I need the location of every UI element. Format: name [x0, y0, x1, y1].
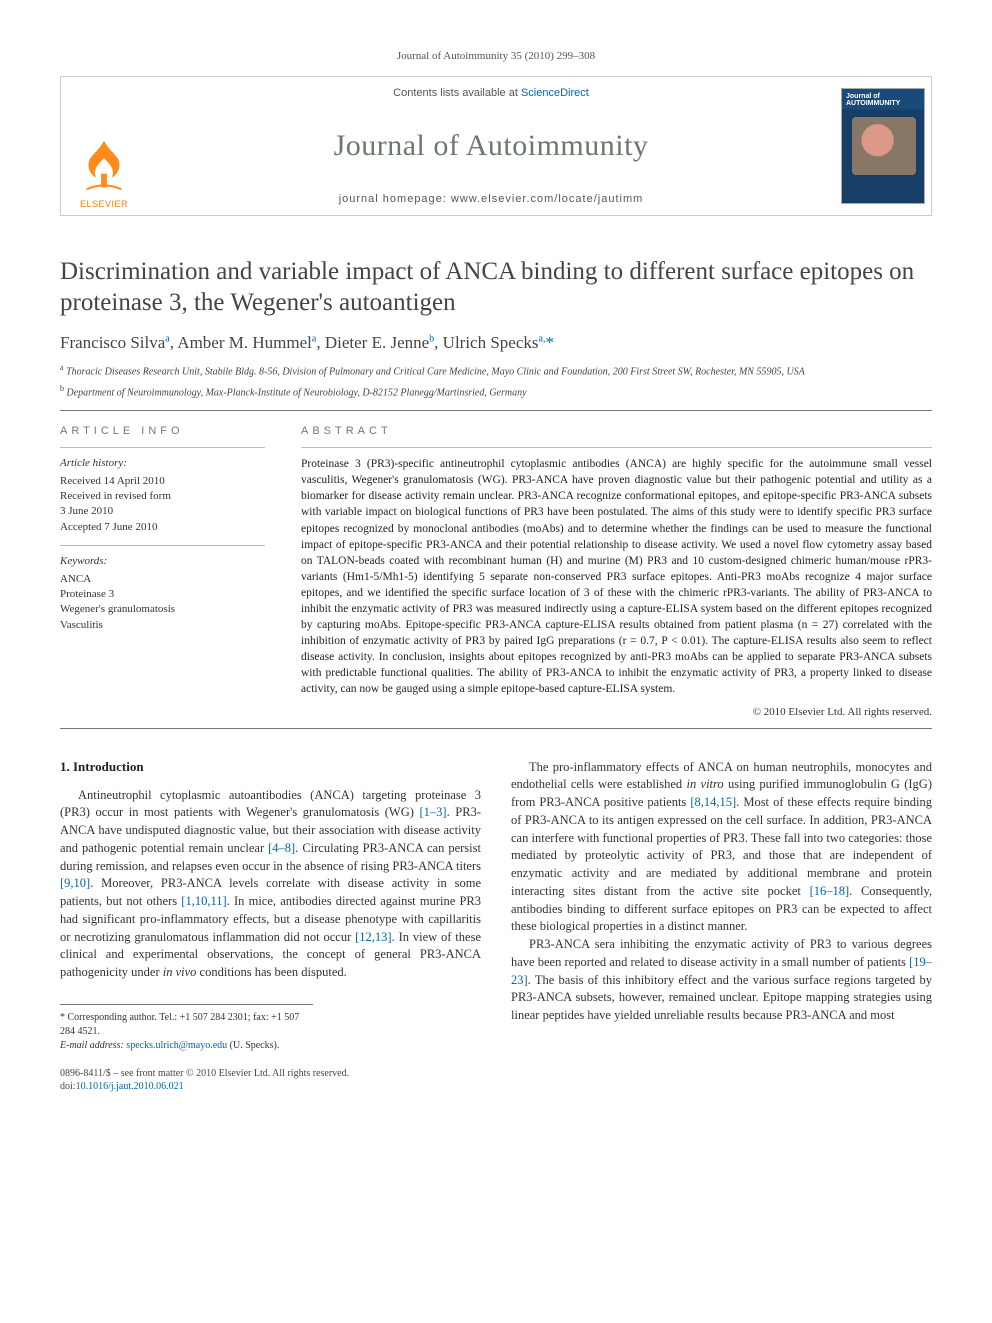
- body-right-column: The pro-inflammatory effects of ANCA on …: [511, 759, 932, 1094]
- affiliation-a: a Thoracic Diseases Research Unit, Stabi…: [60, 363, 932, 379]
- contents-prefix: Contents lists available at: [393, 87, 521, 99]
- article-info-column: ARTICLE INFO Article history: Received 1…: [60, 425, 265, 717]
- intro-paragraph-1: Antineutrophil cytoplasmic autoantibodie…: [60, 787, 481, 982]
- aff-text: Department of Neuroimmunology, Max-Planc…: [67, 388, 527, 399]
- intro-paragraph-3: PR3-ANCA sera inhibiting the enzymatic a…: [511, 936, 932, 1025]
- body-columns: 1. Introduction Antineutrophil cytoplasm…: [60, 759, 932, 1094]
- author-list: Francisco Silvaa, Amber M. Hummela, Diet…: [60, 333, 932, 353]
- corresponding-author-block: * Corresponding author. Tel.: +1 507 284…: [60, 1004, 313, 1053]
- cover-thumb-wrap: Journal of AUTOIMMUNITY: [835, 77, 931, 215]
- aff-text: Thoracic Diseases Research Unit, Stabile…: [66, 366, 805, 377]
- journal-masthead: ELSEVIER Contents lists available at Sci…: [60, 76, 932, 216]
- corresponding-line: * Corresponding author. Tel.: +1 507 284…: [60, 1011, 313, 1039]
- journal-homepage[interactable]: journal homepage: www.elsevier.com/locat…: [339, 193, 644, 205]
- history-label: Article history:: [60, 456, 265, 471]
- history-line: Received in revised form: [60, 489, 265, 504]
- cover-title: Journal of AUTOIMMUNITY: [846, 93, 920, 107]
- journal-name: Journal of Autoimmunity: [334, 129, 649, 163]
- abstract-column: ABSTRACT Proteinase 3 (PR3)-specific ant…: [301, 425, 932, 717]
- rule: [60, 410, 932, 411]
- rule: [60, 728, 932, 729]
- journal-cover-thumb: Journal of AUTOIMMUNITY: [841, 88, 925, 204]
- doi-prefix: doi:: [60, 1081, 76, 1092]
- rule: [60, 447, 265, 448]
- history-line: Received 14 April 2010: [60, 474, 265, 489]
- cover-art-icon: [852, 117, 916, 175]
- rule: [301, 447, 932, 448]
- masthead-center: Contents lists available at ScienceDirec…: [147, 77, 835, 215]
- section-heading-introduction: 1. Introduction: [60, 759, 481, 775]
- elsevier-tree-icon: [73, 135, 135, 197]
- body-left-column: 1. Introduction Antineutrophil cytoplasm…: [60, 759, 481, 1094]
- corresponding-email-line: E-mail address: specks.ulrich@mayo.edu (…: [60, 1039, 313, 1053]
- keyword: Vasculitis: [60, 618, 265, 633]
- running-head: Journal of Autoimmunity 35 (2010) 299–30…: [60, 50, 932, 62]
- history-line: 3 June 2010: [60, 504, 265, 519]
- aff-sup: b: [60, 384, 64, 393]
- publisher-name: ELSEVIER: [80, 199, 128, 209]
- abstract-copyright: © 2010 Elsevier Ltd. All rights reserved…: [301, 706, 932, 718]
- email-link[interactable]: specks.ulrich@mayo.edu: [126, 1040, 227, 1051]
- email-label: E-mail address:: [60, 1040, 126, 1051]
- sciencedirect-link[interactable]: ScienceDirect: [521, 87, 589, 99]
- email-suffix: (U. Specks).: [227, 1040, 279, 1051]
- footer-copyright: 0896-8411/$ – see front matter © 2010 El…: [60, 1067, 481, 1094]
- doi-line: doi:10.1016/j.jaut.2010.06.021: [60, 1080, 481, 1094]
- article-title: Discrimination and variable impact of AN…: [60, 256, 932, 319]
- abstract-text: Proteinase 3 (PR3)-specific antineutroph…: [301, 456, 932, 697]
- info-abstract-row: ARTICLE INFO Article history: Received 1…: [60, 425, 932, 717]
- keyword: Wegener's granulomatosis: [60, 602, 265, 617]
- intro-paragraph-2: The pro-inflammatory effects of ANCA on …: [511, 759, 932, 937]
- keyword: ANCA: [60, 572, 265, 587]
- abstract-heading: ABSTRACT: [301, 425, 932, 437]
- publisher-block: ELSEVIER: [61, 77, 147, 215]
- doi-link[interactable]: 10.1016/j.jaut.2010.06.021: [76, 1081, 184, 1092]
- keywords-label: Keywords:: [60, 554, 265, 569]
- page: Journal of Autoimmunity 35 (2010) 299–30…: [0, 0, 992, 1134]
- aff-sup: a: [60, 363, 64, 372]
- article-history: Article history: Received 14 April 2010 …: [60, 456, 265, 633]
- article-info-heading: ARTICLE INFO: [60, 425, 265, 437]
- contents-available-line: Contents lists available at ScienceDirec…: [393, 87, 589, 99]
- affiliation-b: b Department of Neuroimmunology, Max-Pla…: [60, 384, 932, 400]
- history-line: Accepted 7 June 2010: [60, 520, 265, 535]
- keyword: Proteinase 3: [60, 587, 265, 602]
- rule: [60, 545, 265, 546]
- front-matter-line: 0896-8411/$ – see front matter © 2010 El…: [60, 1067, 481, 1081]
